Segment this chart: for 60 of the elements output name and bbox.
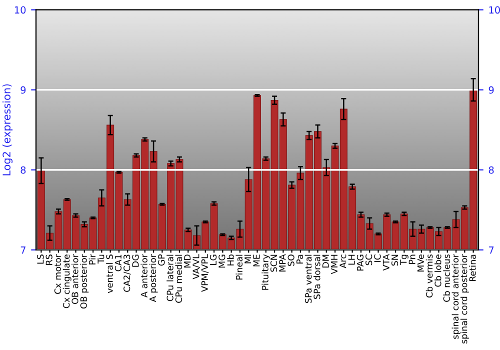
x-tick-label: CPu lateral: [166, 254, 174, 302]
x-tick-label: Pir: [88, 254, 96, 264]
y2-tick-label: 8: [488, 166, 494, 174]
x-tick-label: SO: [288, 254, 294, 266]
y2-tick-label: 10: [489, 6, 500, 14]
x-tick-label: A anterior: [140, 254, 148, 298]
x-tick-label: Ml: [244, 254, 252, 264]
x-tick-label: CA1: [114, 254, 122, 272]
x-tick-label: SPa ventral: [304, 254, 312, 303]
x-tick-label: LH: [348, 254, 355, 265]
x-tick-label: SC: [366, 254, 372, 266]
x-tick-label: A posterior: [149, 254, 158, 302]
x-tick-label: MPA: [279, 254, 286, 272]
y-tick-label: 9: [20, 86, 26, 94]
x-tick-label: VPM/VPL: [201, 254, 209, 292]
x-tick-label: RS: [46, 254, 52, 265]
x-tick-label: LG: [210, 254, 217, 265]
x-tick-label: Pituitary: [262, 254, 270, 290]
x-tick-label: Pa: [296, 254, 303, 264]
x-tick-label: DG: [132, 254, 139, 267]
x-tick-label: VMH: [331, 254, 338, 274]
x-tick-label: DM: [322, 254, 329, 268]
y-tick-label: 8: [20, 166, 26, 174]
y-axis-title: Log2 (expression): [2, 84, 13, 176]
x-tick-label: Pineal: [236, 254, 243, 280]
x-tick-label: CPu medial: [175, 254, 182, 303]
x-tick-label: OB anterior: [72, 254, 78, 304]
x-tick-label: ventral S: [106, 254, 113, 294]
x-tick-label: MG: [218, 254, 226, 268]
x-tick-label: MD: [184, 254, 191, 268]
x-tick-label: spinal cord anterior: [452, 254, 460, 339]
x-tick-label: OB posterior: [80, 254, 89, 309]
y2-tick-label: 9: [488, 86, 494, 94]
x-tick-label: ME: [253, 254, 260, 266]
x-tick-label: LS: [37, 254, 44, 264]
x-tick-label: SPa dorsal: [314, 254, 320, 299]
y-tick-label: 10: [14, 6, 26, 14]
x-tick-label: VTA: [382, 254, 390, 271]
x-tick-label: Retina: [469, 254, 476, 282]
x-tick-label: SCN: [270, 254, 278, 272]
x-tick-label: spinal cord posterior: [460, 254, 469, 344]
x-tick-label: Tu: [98, 254, 104, 264]
x-tick-label: CA2/CA3: [124, 254, 131, 292]
x-tick-label: Hb: [227, 254, 234, 266]
x-tick-label: MVe: [417, 254, 424, 272]
x-tick-label: IC: [374, 254, 381, 262]
x-tick-label: VA/VL: [192, 254, 200, 280]
x-tick-label: Cb lobe: [434, 254, 442, 287]
x-tick-label: GP: [158, 254, 165, 266]
x-tick-label: PAG: [356, 254, 364, 271]
y-tick-label: 7: [20, 246, 26, 254]
x-tick-label: Arc: [340, 254, 346, 268]
x-tick-label: Pn: [408, 254, 416, 264]
x-tick-label: Cb vermis: [426, 254, 433, 298]
x-tick-label: SN: [391, 254, 398, 266]
x-tick-label: Tg: [400, 254, 408, 265]
x-tick-label: Cx cingulate: [62, 254, 72, 308]
y2-tick-label: 7: [489, 246, 494, 254]
x-tick-label: Cx motor: [54, 254, 62, 294]
x-tick-label: Cb nucleus: [443, 254, 450, 302]
